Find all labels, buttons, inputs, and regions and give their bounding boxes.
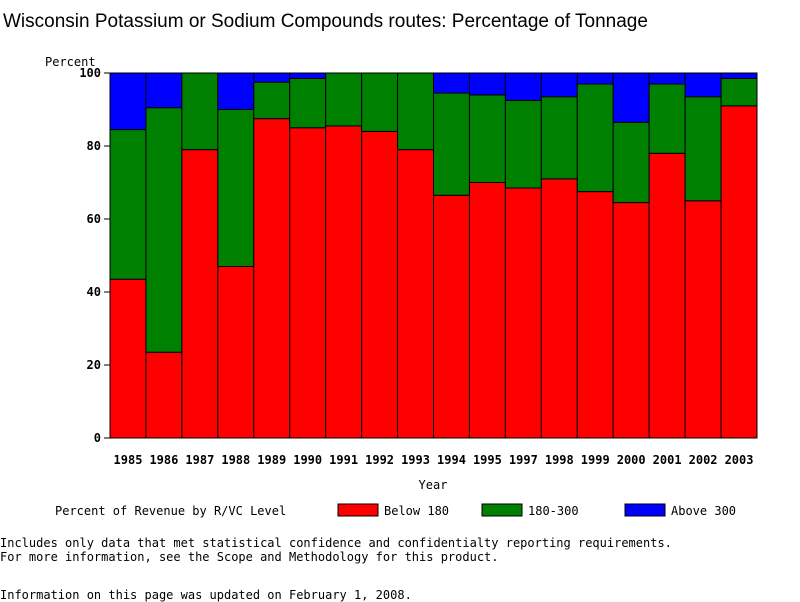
bar-1994-series-1 bbox=[433, 92, 470, 196]
bar-1989-series-2 bbox=[253, 72, 291, 83]
x-axis-label: Year bbox=[419, 478, 448, 492]
bar-1995-series-1 bbox=[468, 94, 506, 183]
x-tick-label: 1990 bbox=[293, 453, 322, 467]
bar-2003-series-2 bbox=[720, 72, 758, 79]
bar-2002-series-0 bbox=[684, 200, 722, 439]
x-tick-label: 1987 bbox=[185, 453, 214, 467]
bar-2000-series-0 bbox=[612, 202, 650, 439]
bar-1991-series-1 bbox=[325, 72, 363, 127]
bar-1992-series-0 bbox=[361, 130, 399, 439]
footnote-updated: Information on this page was updated on … bbox=[0, 588, 412, 602]
y-tick-label: 100 bbox=[79, 66, 101, 80]
legend-entry-label: Above 300 bbox=[671, 504, 736, 518]
x-axis: 1985 1986 1987 1988 1989 1990 1991 1992 1993 1994… bbox=[114, 453, 754, 467]
legend-swatch-1 bbox=[481, 503, 523, 517]
bar-1991-series-0 bbox=[325, 125, 363, 439]
x-tick-label: 1991 bbox=[329, 453, 358, 467]
bar-2001-series-0 bbox=[648, 152, 686, 439]
bar-1999-series-1 bbox=[576, 83, 614, 193]
x-tick-label: 1997 bbox=[509, 453, 538, 467]
x-tick-label: 1992 bbox=[365, 453, 394, 467]
bar-1995-series-2 bbox=[468, 72, 506, 96]
bar-2003-series-1 bbox=[720, 77, 758, 107]
x-tick-label: 1993 bbox=[401, 453, 430, 467]
bar-2003-series-0 bbox=[720, 105, 758, 439]
x-tick-label: 2001 bbox=[653, 453, 682, 467]
legend: Percent of Revenue by R/VC Level Below 1… bbox=[55, 503, 736, 518]
bar-1986-series-1 bbox=[145, 107, 183, 353]
bar-1993-series-0 bbox=[397, 149, 434, 439]
bar-1998-series-2 bbox=[540, 72, 578, 98]
chart-title: Wisconsin Potassium or Sodium Compounds … bbox=[3, 11, 648, 32]
y-axis: 0 20 40 60 80 100 bbox=[79, 66, 110, 445]
bar-1988-series-0 bbox=[217, 265, 255, 439]
bar-1988-series-1 bbox=[217, 109, 255, 267]
y-axis-label: Percent bbox=[45, 55, 96, 69]
bar-1993-series-1 bbox=[397, 72, 434, 151]
legend-swatch-2 bbox=[624, 503, 666, 517]
bar-1990-series-0 bbox=[289, 127, 327, 439]
x-tick-label: 1988 bbox=[221, 453, 250, 467]
bar-2000-series-2 bbox=[612, 72, 650, 123]
x-tick-label: 1986 bbox=[149, 453, 178, 467]
bar-1985-series-2 bbox=[109, 72, 147, 131]
bar-1997-series-1 bbox=[504, 99, 542, 189]
bar-1994-series-0 bbox=[433, 194, 470, 439]
footnote-methodology: For more information, see the Scope and … bbox=[0, 550, 499, 564]
bar-1985-series-1 bbox=[109, 129, 147, 280]
bar-1989-series-0 bbox=[253, 118, 291, 439]
bar-1998-series-0 bbox=[540, 178, 578, 439]
legend-swatch-0 bbox=[337, 503, 379, 517]
plot-frame bbox=[109, 72, 758, 439]
x-tick-label: 1994 bbox=[437, 453, 466, 467]
bar-2000-series-1 bbox=[612, 121, 650, 204]
legend-title: Percent of Revenue by R/VC Level bbox=[55, 504, 286, 518]
bar-1986-series-2 bbox=[145, 72, 183, 109]
x-tick-label: 1985 bbox=[114, 453, 143, 467]
bar-1986-series-0 bbox=[145, 351, 183, 439]
x-tick-label: 1998 bbox=[545, 453, 574, 467]
bar-2002-series-1 bbox=[684, 96, 722, 202]
footnote-requirements: Includes only data that met statistical … bbox=[0, 536, 672, 550]
bar-1994-series-2 bbox=[433, 72, 470, 94]
bar-2001-series-1 bbox=[648, 83, 686, 154]
y-tick-label: 20 bbox=[87, 358, 101, 372]
x-tick-label: 1995 bbox=[473, 453, 502, 467]
bar-2001-series-2 bbox=[648, 72, 686, 85]
bars bbox=[109, 72, 758, 439]
x-tick-label: 2003 bbox=[725, 453, 754, 467]
legend-entry-label: 180-300 bbox=[528, 504, 579, 518]
y-tick-label: 60 bbox=[87, 212, 101, 226]
x-tick-label: 1989 bbox=[257, 453, 286, 467]
bar-1997-series-2 bbox=[504, 72, 542, 101]
bar-1988-series-2 bbox=[217, 72, 255, 110]
y-tick-label: 40 bbox=[87, 285, 101, 299]
x-tick-label: 2000 bbox=[617, 453, 646, 467]
x-tick-label: 1999 bbox=[581, 453, 610, 467]
bar-1998-series-1 bbox=[540, 96, 578, 180]
bar-1990-series-2 bbox=[289, 72, 327, 79]
x-tick-label: 2002 bbox=[689, 453, 718, 467]
y-tick-label: 0 bbox=[94, 431, 101, 445]
bar-1987-series-0 bbox=[181, 149, 219, 439]
y-tick-label: 80 bbox=[87, 139, 101, 153]
bar-1985-series-0 bbox=[109, 278, 147, 439]
bar-1989-series-1 bbox=[253, 81, 291, 120]
bar-2002-series-2 bbox=[684, 72, 722, 98]
legend-entry-label: Below 180 bbox=[384, 504, 449, 518]
bar-1995-series-0 bbox=[468, 182, 506, 439]
bar-1987-series-1 bbox=[181, 72, 219, 151]
bar-1999-series-2 bbox=[576, 72, 614, 85]
bar-1992-series-1 bbox=[361, 72, 399, 132]
bar-1990-series-1 bbox=[289, 77, 327, 129]
bar-1997-series-0 bbox=[504, 187, 542, 439]
bar-1999-series-0 bbox=[576, 191, 614, 439]
